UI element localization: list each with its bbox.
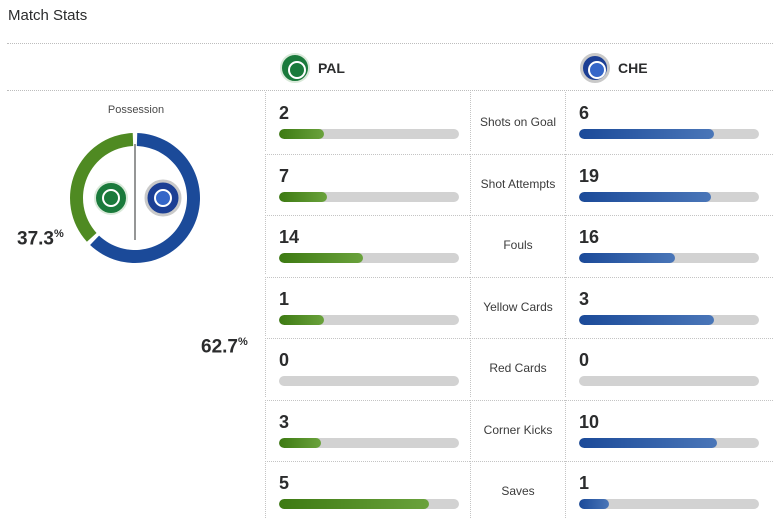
stat-home-value: 14 — [279, 227, 300, 247]
stat-home-value: 5 — [279, 473, 290, 493]
stat-label: Fouls — [470, 215, 565, 274]
stat-label: Corner Kicks — [470, 399, 565, 459]
chelsea-crest-icon — [144, 179, 182, 217]
team-abbr-home: PAL — [318, 60, 345, 76]
stat-away-bar — [579, 314, 714, 325]
possession-arc-away — [90, 133, 201, 263]
stat-home-bar — [279, 191, 328, 202]
stat-row: 0 Red Cards 0 — [265, 336, 773, 397]
stat-away-cell: 6 — [565, 92, 773, 151]
stat-away-bar — [579, 437, 718, 448]
stat-away-bar — [579, 191, 711, 202]
stat-away-track — [579, 191, 759, 202]
stat-label: Red Cards — [470, 338, 565, 397]
stat-away-value: 0 — [579, 350, 590, 370]
team-abbr-away: CHE — [618, 60, 648, 76]
stat-home-track — [279, 191, 459, 202]
stat-away-track — [579, 437, 759, 448]
possession-pct-home: 37.3% — [17, 228, 64, 250]
stat-away-track — [579, 376, 759, 386]
possession-donut — [70, 133, 201, 263]
stat-away-value: 19 — [579, 165, 600, 186]
stat-home-cell: 2 — [265, 92, 470, 151]
stat-label: Shots on Goal — [470, 92, 565, 151]
stat-home-track — [279, 129, 459, 139]
stat-home-bar — [279, 499, 429, 509]
possession-label: Possession — [107, 104, 165, 116]
stat-away-value: 16 — [579, 227, 600, 247]
stat-away-cell: 19 — [565, 153, 773, 213]
stat-away-cell: 10 — [565, 399, 773, 459]
stat-home-cell: 5 — [265, 461, 470, 519]
stat-away-value: 10 — [579, 411, 600, 432]
stat-home-bar — [279, 437, 321, 448]
stat-away-value: 6 — [579, 103, 590, 123]
palmeiras-crest-icon — [280, 53, 310, 83]
team-header-away: CHE — [580, 52, 648, 84]
stat-away-cell: 0 — [565, 338, 773, 397]
stat-away-bar — [579, 499, 609, 509]
stat-away-value: 1 — [579, 473, 590, 493]
stat-row: 2 Shots on Goal 6 — [265, 90, 773, 151]
stat-away-value: 3 — [579, 288, 590, 309]
stat-home-value: 7 — [279, 165, 290, 186]
stat-away-bar — [579, 253, 675, 263]
stat-home-track — [279, 253, 459, 263]
stat-away-cell: 1 — [565, 461, 773, 519]
stat-away-track — [579, 314, 759, 325]
stat-away-track — [579, 129, 759, 139]
stat-home-cell: 14 — [265, 215, 470, 274]
stat-label: Yellow Cards — [470, 276, 565, 336]
possession-panel: Possession 37.3% 62.7% — [7, 96, 265, 357]
stat-home-cell: 3 — [265, 399, 470, 459]
stat-home-track — [279, 437, 459, 448]
stat-row: 7 Shot Attempts 19 — [265, 152, 773, 213]
stat-home-value: 2 — [279, 103, 290, 123]
stat-home-track — [279, 314, 459, 325]
stat-row: 1 Yellow Cards 3 — [265, 275, 773, 336]
stat-home-cell: 7 — [265, 153, 470, 213]
stat-away-cell: 3 — [565, 276, 773, 336]
possession-pct-away: 62.7% — [201, 336, 248, 358]
stat-home-value: 1 — [279, 288, 290, 309]
stat-home-bar — [279, 253, 363, 263]
stat-home-track — [279, 499, 459, 509]
stat-home-value: 3 — [279, 411, 290, 432]
stat-away-track — [579, 499, 759, 509]
stat-away-cell: 16 — [565, 215, 773, 274]
possession-arc-home — [70, 133, 134, 242]
stat-label: Shot Attempts — [470, 153, 565, 213]
stat-label: Saves — [470, 461, 565, 519]
stat-home-cell: 1 — [265, 276, 470, 336]
stat-row: 5 Saves 1 — [265, 459, 773, 519]
stats-divider — [7, 90, 773, 91]
stat-away-bar — [579, 129, 714, 139]
page-title: Match Stats — [8, 7, 88, 24]
stat-row: 14 Fouls 16 — [265, 213, 773, 274]
stat-home-cell: 0 — [265, 338, 470, 397]
stat-home-bar — [279, 129, 324, 139]
header-divider — [7, 43, 773, 44]
stat-home-bar — [279, 314, 324, 325]
stat-home-track — [279, 376, 459, 386]
team-header-home: PAL — [280, 52, 345, 84]
chelsea-crest-icon — [580, 53, 610, 83]
stat-home-value: 0 — [279, 350, 290, 370]
palmeiras-crest-icon — [94, 181, 128, 215]
stat-row: 3 Corner Kicks 10 — [265, 398, 773, 459]
stat-away-track — [579, 253, 759, 263]
